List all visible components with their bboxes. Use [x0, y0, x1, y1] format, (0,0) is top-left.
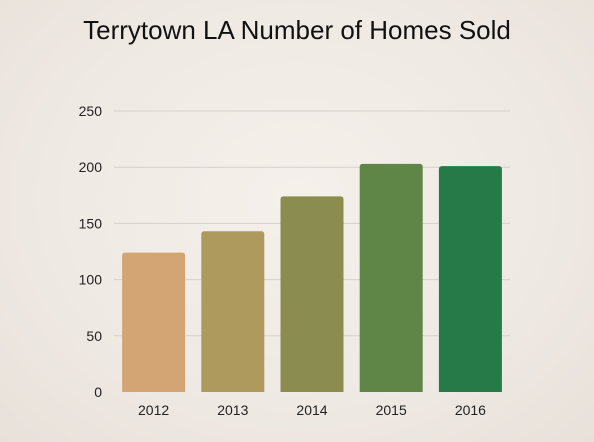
bars [122, 163, 502, 392]
y-tick-label: 50 [86, 328, 102, 344]
bar-2015 [359, 163, 423, 392]
x-axis-tick-labels: 2012 2013 2014 2015 2016 [138, 402, 486, 418]
chart-title: Terrytown LA Number of Homes Sold [83, 15, 511, 45]
y-tick-label: 250 [79, 103, 103, 119]
bar-2012 [122, 252, 186, 392]
x-tick-label: 2014 [296, 402, 327, 418]
y-tick-label: 200 [79, 159, 103, 175]
y-tick-label: 100 [79, 272, 103, 288]
x-tick-label: 2012 [138, 402, 169, 418]
y-tick-label: 0 [94, 384, 102, 400]
x-tick-label: 2015 [376, 402, 407, 418]
y-axis-tick-labels: 0 50 100 150 200 250 [79, 103, 103, 400]
x-tick-label: 2016 [455, 402, 486, 418]
y-tick-label: 150 [79, 215, 103, 231]
bar-2014 [280, 196, 344, 392]
bar-2016 [438, 166, 502, 392]
bar-2013 [201, 231, 265, 392]
x-tick-label: 2013 [217, 402, 248, 418]
